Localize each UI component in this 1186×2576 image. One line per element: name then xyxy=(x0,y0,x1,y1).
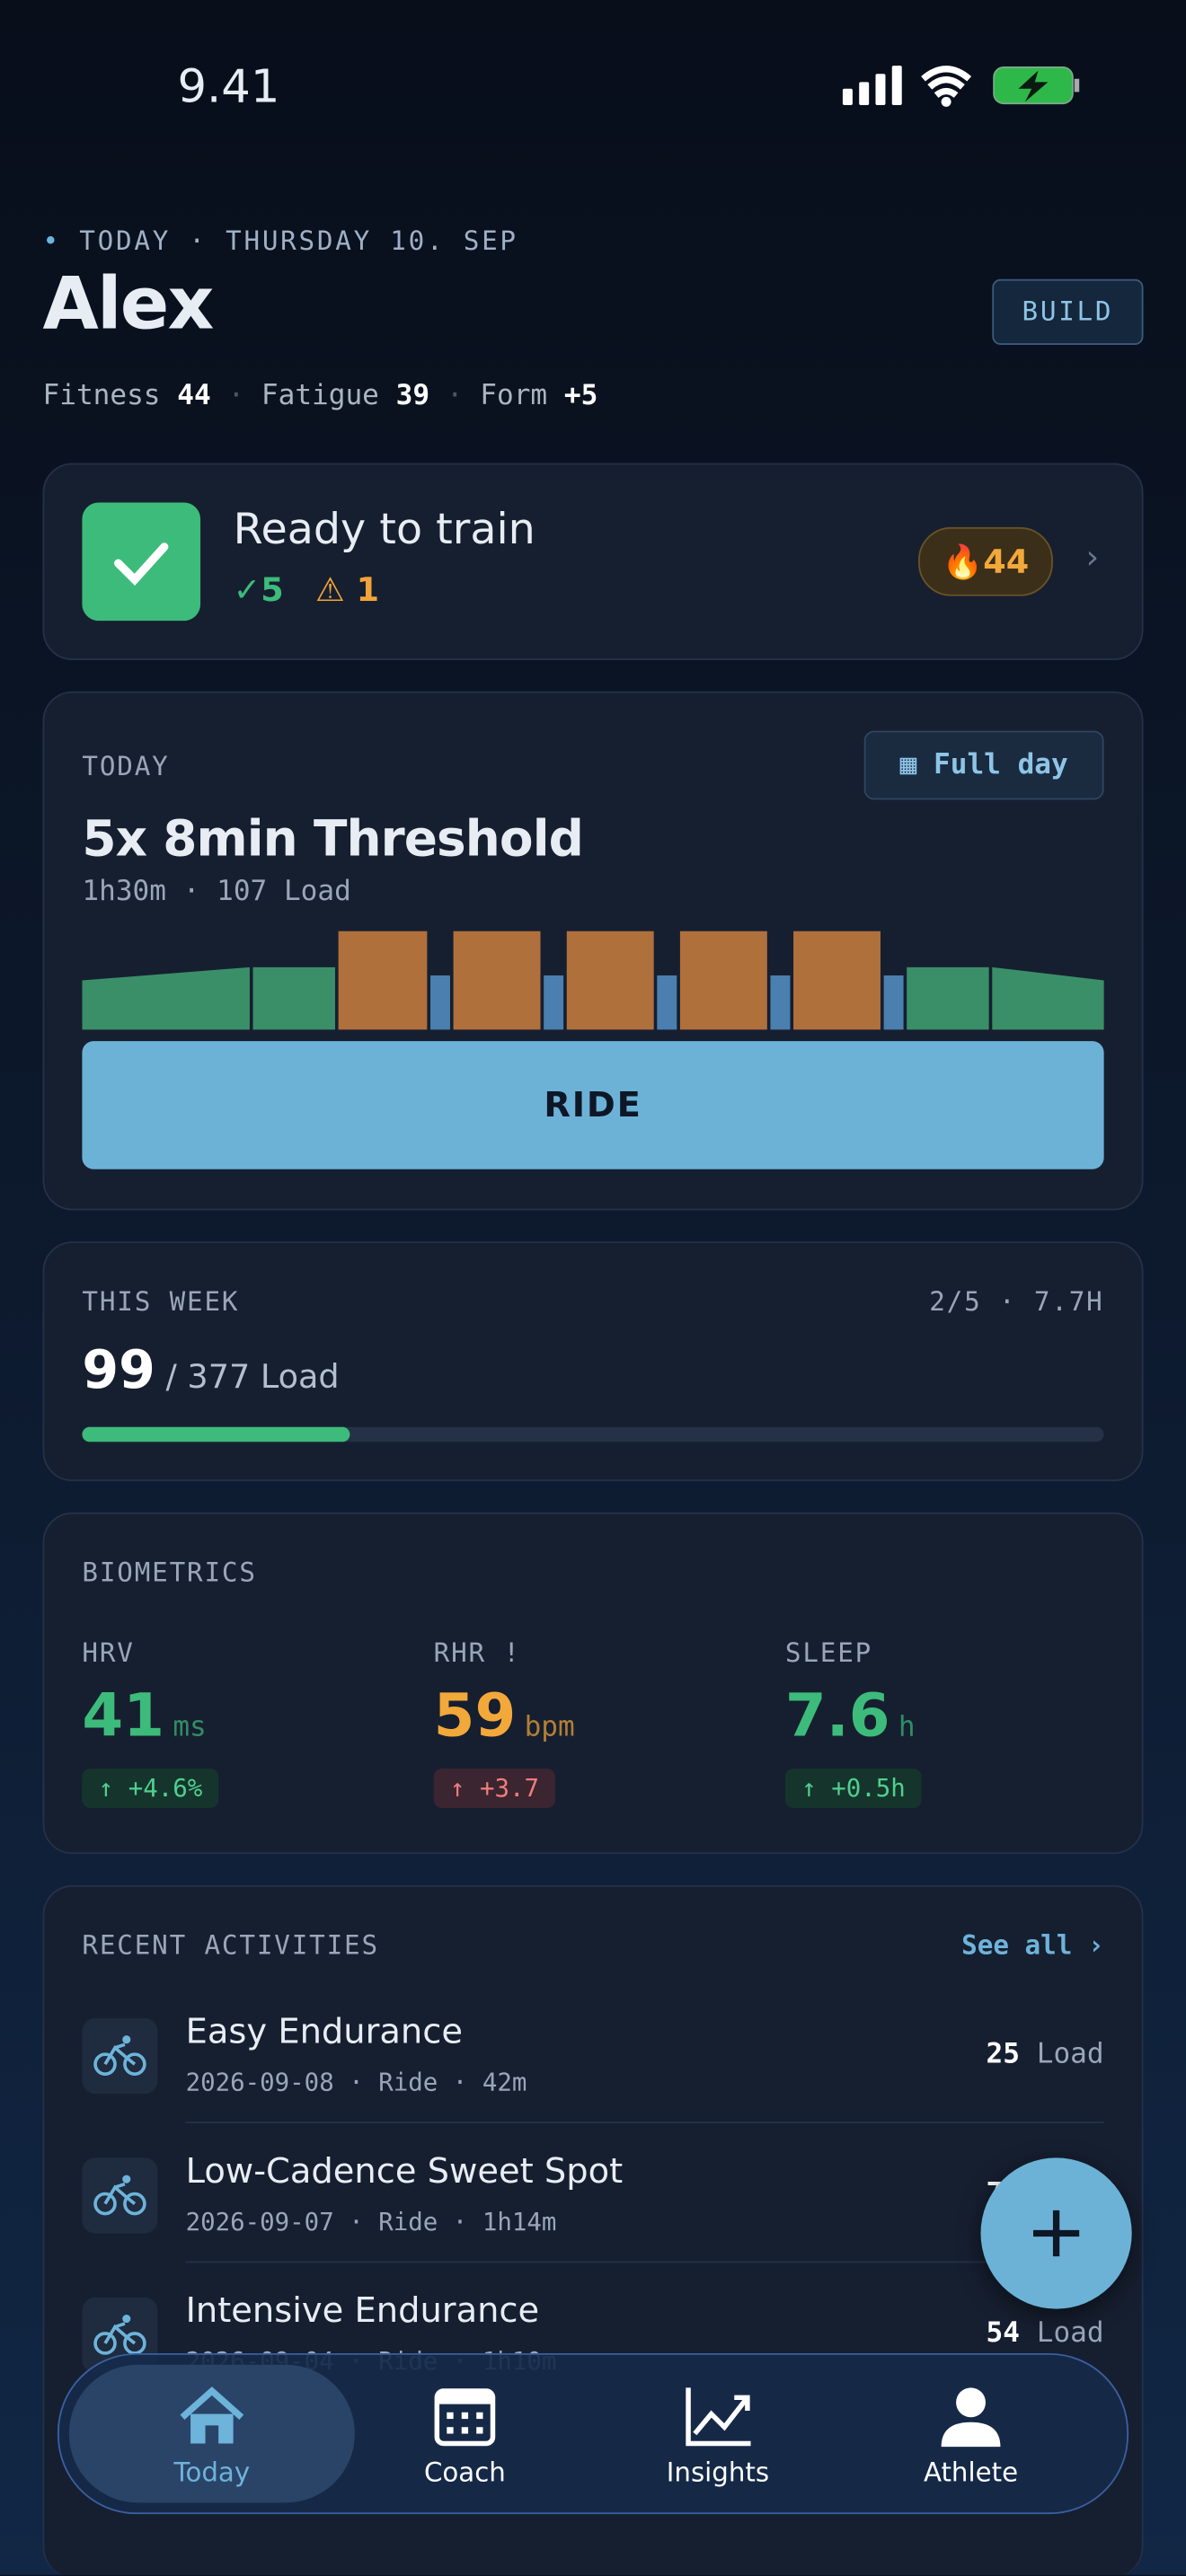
bio-number: 7.6 xyxy=(784,1683,890,1751)
bio-change: ↑ +0.5h xyxy=(784,1769,923,1808)
metric-label: Fatigue xyxy=(261,379,379,412)
phase-badge[interactable]: BUILD xyxy=(992,278,1144,345)
activity-name: Intensive Endurance xyxy=(185,2290,540,2331)
activity-load: 25 xyxy=(986,2037,1021,2071)
bio-number: 59 xyxy=(433,1683,517,1751)
warning-count: ⚠ 1 xyxy=(315,569,380,610)
metric-label: Form xyxy=(480,379,548,412)
date-text: TODAY · THURSDAY 10. SEP xyxy=(79,225,518,257)
bio-label: HRV xyxy=(82,1636,135,1669)
metric-value: 44 xyxy=(177,379,211,412)
athlete-name: Alex xyxy=(42,262,215,347)
add-button[interactable] xyxy=(980,2157,1132,2309)
status-icons xyxy=(842,66,1080,107)
full-day-button[interactable]: ▦ Full day xyxy=(863,730,1104,800)
readiness-title: Ready to train xyxy=(233,506,535,555)
bio-change: ↑ +4.6% xyxy=(82,1769,219,1808)
bike-icon xyxy=(82,2017,158,2095)
activity-unit: Load xyxy=(1036,2316,1104,2351)
bio-label: SLEEP xyxy=(784,1636,873,1669)
bio-value: 7.6 h xyxy=(785,1683,916,1751)
biometrics-card: BIOMETRICS HRV 41 ms ↑ +4.6% RHR ! 59 bpm ↑ +… xyxy=(42,1512,1144,1855)
check-count: ✓5 xyxy=(233,569,284,610)
activity-meta: 2026-09-08 · Ride · 42m xyxy=(185,2067,527,2097)
week-card: THIS WEEK 2/5 · 7.7H 99 / 377 Load xyxy=(42,1241,1144,1482)
bio-unit: h xyxy=(898,1711,916,1744)
warning-value: 1 xyxy=(356,569,380,610)
metric-label: Fitness xyxy=(42,379,161,412)
activity-name: Low-Cadence Sweet Spot xyxy=(185,2151,624,2191)
metric-value: 39 xyxy=(395,379,430,412)
week-summary: 2/5 · 7.7H xyxy=(929,1285,1104,1318)
today-label: TODAY xyxy=(82,750,170,782)
see-all-link[interactable]: See all › xyxy=(961,1929,1104,1961)
load-separator: / xyxy=(165,1356,177,1397)
ride-button[interactable]: RIDE xyxy=(82,1041,1104,1169)
workout-profile xyxy=(82,931,1104,1030)
chevron: › xyxy=(1085,536,1100,577)
full-day-text: Full day xyxy=(934,748,1068,782)
bio-number: 41 xyxy=(82,1683,165,1751)
streak-value: 44 xyxy=(983,542,1030,582)
ready-icon xyxy=(82,502,201,622)
activity-meta: 2026-09-07 · Ride · 1h14m xyxy=(185,2207,557,2237)
load-unit: Load xyxy=(260,1356,340,1397)
streak-badge: 🔥44 xyxy=(918,526,1053,596)
progress-fill xyxy=(82,1426,351,1442)
date-label: • TODAY · THURSDAY 10. SEP xyxy=(42,225,518,257)
nav-bar: Today Coach Insights Athlete xyxy=(57,2352,1129,2515)
bio-unit: ms xyxy=(173,1711,207,1744)
today-card: TODAY ▦ Full day 5x 8min Threshold 1h30m… xyxy=(42,691,1144,1211)
bio-value: 41 ms xyxy=(82,1683,206,1751)
readiness-card[interactable]: Ready to train ✓5 ⚠ 1 🔥44 › xyxy=(42,463,1144,660)
bio-unit: bpm xyxy=(524,1711,575,1744)
bio-label: RHR ! xyxy=(433,1636,521,1669)
fitness-metrics: Fitness 44 · Fatigue 39 · Form +5 xyxy=(42,379,598,412)
activity-unit: Load xyxy=(1036,2037,1104,2071)
activity-load: 54 xyxy=(986,2316,1021,2351)
activities-title: RECENT ACTIVITIES xyxy=(82,1929,379,1961)
activity-name: Easy Endurance xyxy=(185,2011,464,2051)
load-target: 377 xyxy=(187,1356,251,1397)
activity-row[interactable]: Low-Cadence Sweet Spot 2026-09-07 · Ride … xyxy=(44,2125,1141,2263)
metric-value: +5 xyxy=(563,379,598,412)
bike-icon xyxy=(82,2157,158,2234)
bio-change: ↑ +3.7 xyxy=(433,1769,556,1808)
nav-label: Athlete xyxy=(923,2457,1019,2488)
nav-label: Insights xyxy=(666,2457,770,2488)
week-label: THIS WEEK xyxy=(82,1285,240,1318)
week-load: 99 / 377 Load xyxy=(82,1338,339,1400)
status-time: 9.41 xyxy=(177,58,280,114)
workout-details: 1h30m · 107 Load xyxy=(82,875,351,909)
load-value: 99 xyxy=(82,1338,155,1401)
nav-label: Coach xyxy=(423,2457,506,2488)
progress-track xyxy=(82,1426,1104,1442)
activity-row[interactable]: Easy Endurance 2026-09-08 · Ride · 42m 25 … xyxy=(44,1985,1141,2123)
nav-selected xyxy=(68,2364,355,2503)
biometrics-title: BIOMETRICS xyxy=(82,1557,257,1588)
workout-title: 5x 8min Threshold xyxy=(82,811,583,869)
bio-value: 59 bpm xyxy=(434,1683,575,1751)
